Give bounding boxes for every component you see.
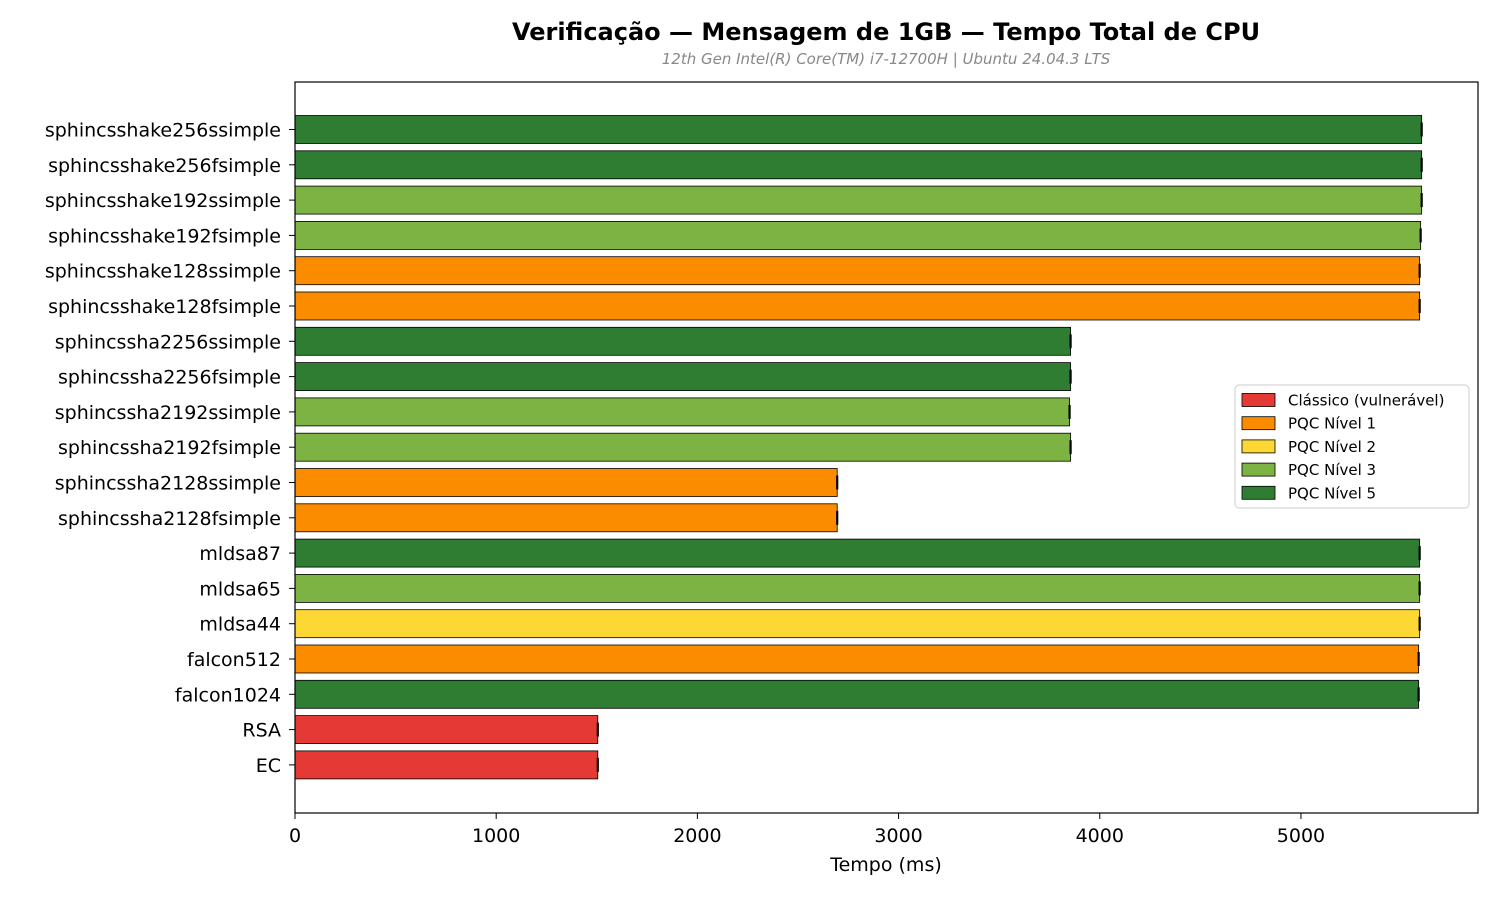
y-tick-label: sphincsshake256fsimple [48, 155, 281, 177]
y-tick-label: sphincssha2256fsimple [58, 367, 281, 389]
y-tick-label: sphincsshake192fsimple [48, 225, 281, 247]
bar-mldsa44 [294, 609, 1421, 639]
y-tick-label: EC [256, 755, 281, 777]
x-tick-label: 3000 [874, 825, 922, 847]
bar-sphincsshake256ssimple [294, 115, 1423, 144]
y-tick-label: mldsa87 [199, 543, 281, 565]
x-tick-label: 5000 [1277, 825, 1325, 847]
x-tick-label: 1000 [472, 825, 520, 847]
y-tick-label: sphincssha2192ssimple [55, 402, 281, 424]
legend-label: PQC Nível 1 [1288, 415, 1376, 433]
bar-EC [294, 750, 599, 780]
y-tick-label: sphincsshake128fsimple [48, 296, 281, 318]
bar-sphincsshake256fsimple [294, 150, 1423, 180]
bar-sphincssha2192fsimple [294, 432, 1071, 462]
bar-sphincsshake128fsimple [294, 291, 1421, 321]
x-axis: 0 1000 2000 3000 4000 5000 [289, 813, 1325, 847]
bar-sphincsshake128ssimple [294, 256, 1421, 286]
bar-sphincssha2256fsimple [294, 362, 1071, 392]
legend: Clássico (vulnerável) PQC Nível 1 PQC Níve… [1234, 384, 1470, 509]
bar-sphincssha2128fsimple [294, 503, 838, 533]
legend-swatch [1241, 439, 1276, 454]
bar-RSA [294, 715, 599, 744]
y-tick-label: sphincssha2256ssimple [55, 331, 281, 353]
legend-swatch [1241, 416, 1276, 431]
legend-swatch [1241, 462, 1276, 477]
y-tick-label: sphincssha2192fsimple [58, 437, 281, 459]
bar-falcon1024 [294, 679, 1420, 709]
legend-label: PQC Nível 5 [1288, 484, 1376, 502]
x-tick-label: 0 [289, 825, 301, 847]
bar-mldsa65 [294, 574, 1421, 603]
y-tick-label: mldsa65 [199, 578, 281, 600]
y-tick-label: mldsa44 [199, 614, 281, 636]
y-tick-label: RSA [242, 720, 281, 742]
x-tick-label: 2000 [673, 825, 721, 847]
bar-sphincsshake192fsimple [294, 220, 1422, 250]
bar-sphincsshake192ssimple [294, 185, 1423, 215]
y-tick-label: sphincsshake256ssimple [45, 120, 281, 142]
legend-label: PQC Nível 3 [1288, 461, 1376, 479]
bar-falcon512 [294, 644, 1420, 674]
x-tick-label: 4000 [1076, 825, 1124, 847]
y-tick-label: sphincsshake192ssimple [45, 190, 281, 212]
y-tick-label: sphincsshake128ssimple [45, 261, 281, 283]
bar-sphincssha2192ssimple [294, 397, 1070, 427]
y-tick-label: falcon512 [187, 649, 281, 671]
legend-label: Clássico (vulnerável) [1288, 392, 1444, 410]
chart-subtitle: 12th Gen Intel(R) Core(TM) i7-12700H | U… [662, 50, 1111, 68]
bar-mldsa87 [294, 538, 1421, 568]
y-tick-label: falcon1024 [175, 684, 281, 706]
legend-box [1234, 384, 1470, 509]
bar-sphincssha2256ssimple [294, 326, 1071, 356]
chart-title: Verificação — Mensagem de 1GB — Tempo To… [512, 18, 1260, 46]
x-axis-label: Tempo (ms) [829, 854, 942, 876]
legend-swatch [1241, 393, 1276, 407]
y-tick-label: sphincssha2128ssimple [55, 473, 281, 495]
bar-sphincssha2128ssimple [294, 468, 838, 497]
y-axis: sphincsshake256ssimple sphincsshake256fsi… [45, 120, 295, 777]
legend-label: PQC Nível 2 [1288, 438, 1376, 456]
plot-area [294, 115, 1423, 780]
y-tick-label: sphincssha2128fsimple [58, 508, 281, 530]
legend-swatch [1241, 485, 1276, 500]
